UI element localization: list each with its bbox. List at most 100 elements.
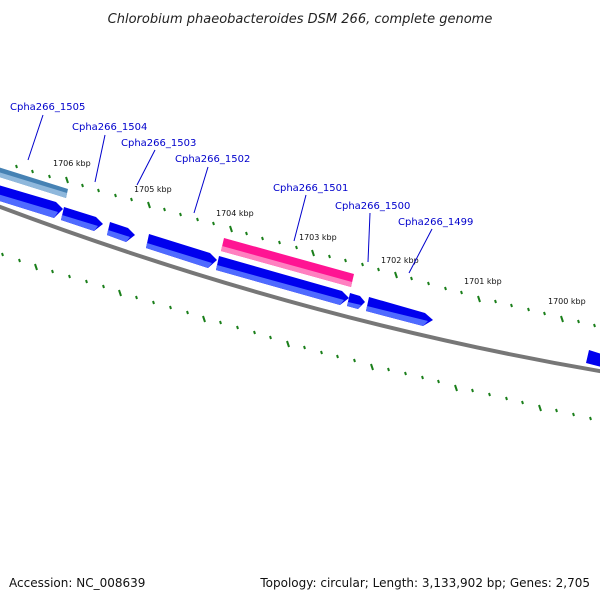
gene-label[interactable]: Cpha266_1505 [10,102,85,113]
major-tick [229,225,233,233]
ruler-label: 1700 kbp [548,297,586,306]
leader-line [367,212,371,263]
minor-tick [236,325,239,330]
cds-arrow-highlight [61,215,98,231]
minor-tick [555,408,558,413]
ruler-label: 1704 kbp [216,209,254,218]
inner-ruler [1,252,592,421]
minor-tick [303,345,306,350]
gene-label[interactable]: Cpha266_1503 [121,138,196,149]
ruler-label: 1701 kbp [464,277,502,286]
cds-arrow-highlight [347,302,361,309]
gene-label[interactable]: Cpha266_1504 [72,122,147,133]
cds-highlights [0,194,428,326]
major-tick [454,384,458,392]
gene-label[interactable]: Cpha266_1501 [273,183,348,194]
minor-tick [261,236,264,241]
minor-tick [102,284,105,289]
minor-tick [589,416,592,421]
genome-summary: Topology: circular; Length: 3,133,902 bp… [259,576,590,590]
minor-tick [219,320,222,325]
cds-arrow-highlight [107,230,130,242]
minor-tick [543,311,546,316]
minor-tick [1,252,4,257]
map-title: Chlorobium phaeobacteroides DSM 266, com… [108,12,493,27]
leader-line [293,194,307,242]
ruler-label: 1703 kbp [299,233,337,242]
minor-tick [18,258,21,263]
ruler-label: 1705 kbp [134,185,172,194]
minor-tick [169,305,172,310]
major-tick [34,263,38,271]
minor-tick [353,358,356,363]
cds-arrow[interactable] [586,350,600,368]
major-tick [286,340,290,348]
cds-arrow-highlight [146,243,212,268]
minor-tick [253,330,256,335]
leader-line [94,134,106,183]
minor-tick [336,354,339,359]
minor-tick [295,245,298,250]
minor-tick [135,295,138,300]
minor-tick [196,217,199,222]
minor-tick [320,350,323,355]
minor-tick [471,388,474,393]
major-tick [538,404,542,412]
major-tick [560,315,564,323]
leader-line [408,228,433,274]
major-tick [147,201,151,209]
minor-tick [51,269,54,274]
minor-tick [245,231,248,236]
minor-tick [387,367,390,372]
minor-tick [48,174,51,179]
minor-tick [427,281,430,286]
minor-tick [377,267,380,272]
minor-tick [527,307,530,312]
minor-tick [328,254,331,259]
minor-tick [521,400,524,405]
major-tick [202,315,206,323]
minor-tick [437,379,440,384]
cds-features [0,185,600,368]
minor-tick [186,310,189,315]
major-tick [311,249,315,257]
gene-label[interactable]: Cpha266_1502 [175,154,250,165]
minor-tick [410,276,413,281]
major-tick [394,271,398,279]
minor-tick [97,188,100,193]
major-tick [370,363,374,371]
minor-tick [593,323,596,328]
minor-tick [163,207,166,212]
leader-line [193,166,209,214]
ruler-label: 1706 kbp [53,159,91,168]
minor-tick [212,221,215,226]
minor-tick [81,183,84,188]
minor-tick [31,169,34,174]
minor-tick [361,262,364,267]
minor-tick [152,300,155,305]
cds-arrow-highlight [0,194,58,218]
cds-arrow-highlight [366,306,428,326]
cds-arrow-highlight [216,265,344,305]
gene-label[interactable]: Cpha266_1500 [335,201,410,212]
minor-tick [68,274,71,279]
major-tick [477,295,481,303]
minor-tick [444,286,447,291]
major-tick [118,289,122,297]
minor-tick [269,335,272,340]
major-tick [65,176,69,184]
minor-tick [572,412,575,417]
ruler-label: 1702 kbp [381,256,419,265]
minor-tick [494,299,497,304]
minor-tick [421,375,424,380]
gene-label[interactable]: Cpha266_1499 [398,217,473,228]
leader-line [136,149,156,186]
genome-backbone [0,204,600,374]
minor-tick [278,240,281,245]
minor-tick [344,258,347,263]
leader-line [27,114,44,161]
selected-gene-highlight [221,246,352,287]
minor-tick [15,164,18,169]
